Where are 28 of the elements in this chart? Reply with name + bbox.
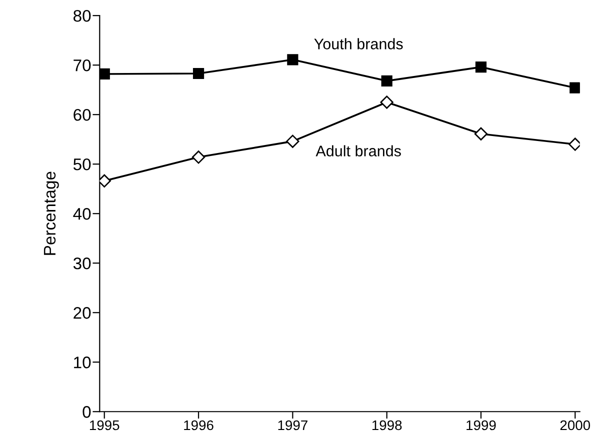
point [381, 75, 392, 86]
x-tick-label: 1999 [466, 420, 496, 430]
y-tick-label: 60 [74, 108, 91, 121]
y-axis-title: Percentage [44, 172, 59, 255]
point [474, 127, 488, 140]
x-tick-label: 1995 [90, 420, 120, 430]
y-tick-label: 20 [74, 307, 91, 319]
point [192, 150, 206, 164]
y-tick-label: 10 [74, 356, 91, 368]
y-tick-label: 0 [82, 406, 91, 418]
y-tick-label: 50 [73, 158, 91, 170]
point [475, 62, 487, 73]
series-label: Adult brands [316, 145, 401, 156]
y-tick-label: 70 [74, 59, 91, 72]
point [192, 68, 204, 80]
x-tick-label: 2000 [560, 420, 590, 430]
y-tick-label: 80 [74, 10, 91, 22]
point [570, 82, 580, 94]
y-tick-label: 30 [73, 258, 91, 270]
point [286, 134, 300, 148]
point [287, 54, 298, 66]
point [380, 96, 394, 109]
x-tick-label: 1997 [278, 420, 308, 430]
x-tick-label: 1998 [372, 420, 402, 430]
point [100, 68, 110, 80]
series-label: Youth brands [314, 38, 403, 50]
y-tick-label: 40 [73, 208, 91, 220]
x-tick-label: 1996 [184, 420, 214, 430]
